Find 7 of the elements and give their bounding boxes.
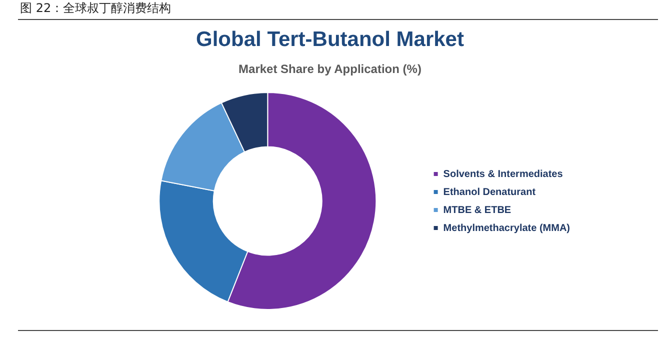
legend-label: Methylmethacrylate (MMA) <box>443 222 570 234</box>
chart-title: Global Tert-Butanol Market <box>195 28 465 52</box>
legend-label: MTBE & ETBE <box>443 204 512 216</box>
legend-label: Solvents & Intermediates <box>443 168 564 180</box>
legend-label: Ethanol Denaturant <box>443 186 536 198</box>
chart-subtitle: Market Share by Application (%) <box>238 62 422 76</box>
caption: 图 22：全球叔丁醇消费结构 <box>20 0 172 17</box>
